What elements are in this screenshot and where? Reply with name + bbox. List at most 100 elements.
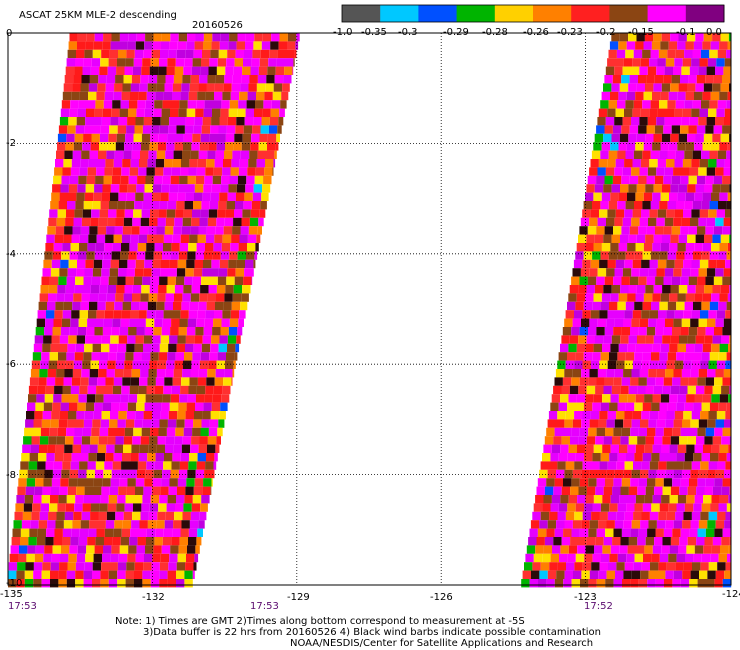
heatmap-cell	[610, 91, 619, 101]
heatmap-cell	[222, 91, 231, 101]
heatmap-cell	[704, 184, 713, 193]
heatmap-cell	[610, 293, 619, 302]
heatmap-cell	[97, 520, 106, 529]
heatmap-cell	[253, 117, 262, 126]
heatmap-cell	[707, 419, 716, 428]
heatmap-cell	[222, 385, 231, 395]
heatmap-cell	[177, 335, 186, 344]
heatmap-cell	[593, 495, 603, 504]
heatmap-cell	[189, 234, 198, 243]
heatmap-cell	[47, 444, 56, 453]
heatmap-cell	[653, 133, 662, 143]
heatmap-cell	[663, 226, 672, 235]
heatmap-cell	[120, 175, 129, 185]
heatmap-cell	[712, 184, 721, 193]
heatmap-cell	[712, 385, 722, 395]
heatmap-cell	[206, 453, 215, 462]
heatmap-cell	[117, 125, 127, 134]
heatmap-cell	[727, 91, 732, 101]
heatmap-cell	[201, 495, 210, 504]
heatmap-cell	[278, 117, 284, 126]
heatmap-cell	[172, 83, 182, 92]
heatmap-cell	[194, 259, 203, 269]
heatmap-cell	[702, 142, 711, 151]
heatmap-cell	[221, 243, 231, 252]
heatmap-cell	[120, 251, 129, 260]
heatmap-cell	[604, 276, 614, 285]
heatmap-cell	[74, 209, 83, 218]
heatmap-cell	[590, 310, 600, 319]
heatmap-cell	[113, 234, 122, 243]
heatmap-cell	[694, 495, 704, 504]
heatmap-cell	[157, 436, 166, 445]
heatmap-cell	[692, 201, 702, 210]
heatmap-cell	[57, 133, 67, 143]
heatmap-cell	[726, 301, 732, 311]
heatmap-cell	[702, 243, 712, 252]
heatmap-cell	[591, 461, 600, 470]
heatmap-cell	[689, 427, 698, 437]
heatmap-cell	[668, 91, 678, 101]
heatmap-cell	[135, 411, 144, 420]
heatmap-cell	[24, 570, 34, 579]
heatmap-cell	[192, 209, 201, 218]
heatmap-cell	[616, 461, 625, 470]
heatmap-cell	[200, 427, 209, 437]
heatmap-cell	[637, 335, 646, 344]
heatmap-cell	[70, 100, 79, 109]
heatmap-cell	[77, 33, 87, 42]
heatmap-cell	[665, 520, 674, 529]
heatmap-cell	[131, 369, 141, 378]
heatmap-cell	[626, 453, 635, 462]
heatmap-cell	[118, 192, 127, 201]
heatmap-cell	[656, 268, 665, 277]
heatmap-cell	[225, 133, 235, 143]
heatmap-cell	[656, 217, 665, 227]
heatmap-cell	[650, 100, 659, 109]
heatmap-cell	[237, 251, 246, 260]
heatmap-cell	[36, 537, 46, 546]
heatmap-cell	[554, 377, 563, 386]
heatmap-cell	[105, 83, 115, 92]
heatmap-cell	[678, 133, 688, 143]
heatmap-cell	[703, 33, 713, 42]
heatmap-cell	[617, 402, 626, 411]
heatmap-cell	[169, 117, 178, 126]
heatmap-cell	[153, 33, 162, 42]
heatmap-cell	[150, 58, 159, 67]
heatmap-cell	[127, 184, 137, 193]
heatmap-cell	[120, 100, 129, 109]
heatmap-cell	[77, 41, 86, 50]
heatmap-cell	[646, 327, 656, 336]
heatmap-cell	[705, 226, 714, 235]
heatmap-cell	[76, 335, 86, 344]
heatmap-cell	[151, 486, 161, 495]
heatmap-cell	[699, 570, 708, 579]
heatmap-cell	[163, 243, 172, 252]
heatmap-cell	[654, 175, 664, 185]
heatmap-cell	[716, 310, 726, 319]
heatmap-cell	[693, 301, 702, 311]
heatmap-cell	[175, 503, 184, 512]
heatmap-cell	[714, 427, 723, 437]
heatmap-cell	[57, 503, 66, 512]
heatmap-cell	[655, 377, 664, 386]
heatmap-cell	[700, 360, 709, 369]
heatmap-cell	[111, 108, 120, 117]
heatmap-cell	[626, 91, 636, 101]
heatmap-cell	[725, 209, 732, 218]
heatmap-cell	[73, 436, 82, 445]
heatmap-cell	[700, 49, 710, 59]
heatmap-cell	[227, 335, 237, 344]
heatmap-cell	[128, 175, 138, 185]
heatmap-cell	[597, 369, 607, 378]
heatmap-cell	[628, 537, 638, 546]
heatmap-cell	[165, 436, 175, 445]
heatmap-cell	[199, 360, 209, 369]
heatmap-cell	[114, 444, 123, 453]
heatmap-cell	[58, 570, 67, 579]
heatmap-cell	[67, 343, 76, 353]
heatmap-cell	[599, 562, 608, 571]
heatmap-cell	[170, 327, 179, 336]
heatmap-cell	[183, 66, 192, 75]
